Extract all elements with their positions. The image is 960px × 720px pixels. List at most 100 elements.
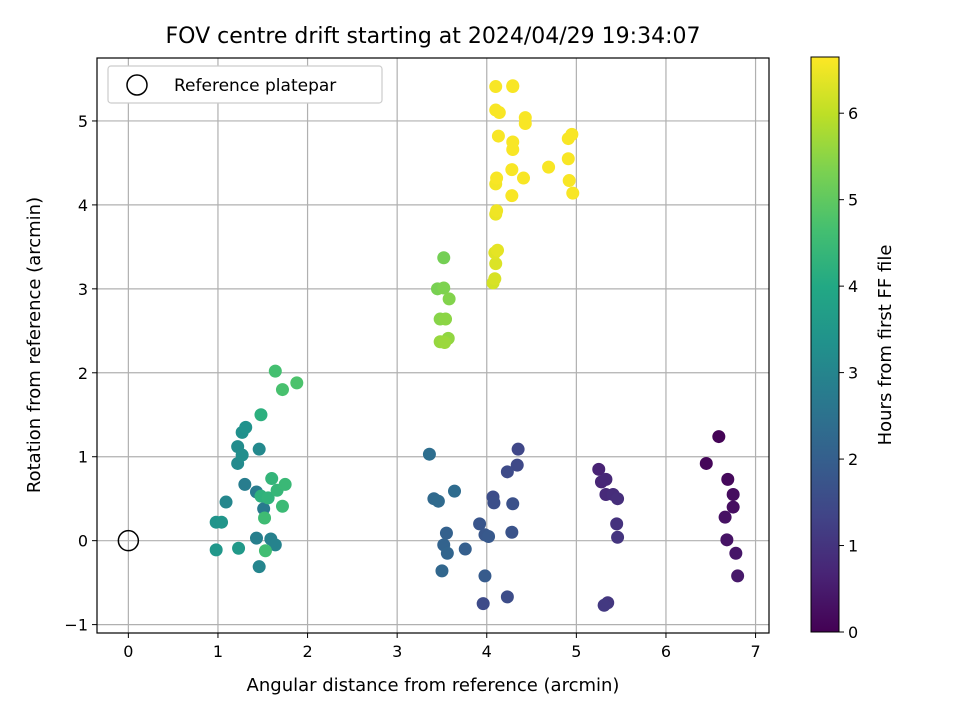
x-tick-label: 7 xyxy=(750,642,760,661)
colorbar-label: Hours from first FF file xyxy=(875,245,896,446)
colorbar-tick-label: 3 xyxy=(848,364,858,383)
data-point xyxy=(611,492,625,506)
y-tick-label: 2 xyxy=(78,364,88,383)
data-point xyxy=(491,129,505,143)
data-point xyxy=(442,292,456,306)
data-point xyxy=(448,484,462,498)
data-point xyxy=(265,472,279,486)
data-point xyxy=(720,533,734,547)
data-point xyxy=(565,127,579,141)
data-point xyxy=(726,500,740,514)
data-point xyxy=(473,517,487,531)
data-point xyxy=(699,456,713,470)
y-tick-label: 0 xyxy=(78,532,88,551)
y-tick-label: 5 xyxy=(78,112,88,131)
data-point xyxy=(278,477,292,491)
data-point xyxy=(718,510,732,524)
data-points xyxy=(209,79,745,612)
reference-platepar-marker xyxy=(117,529,140,552)
data-point xyxy=(268,538,282,552)
x-tick-label: 2 xyxy=(302,642,312,661)
data-point xyxy=(482,529,496,543)
data-point xyxy=(431,494,445,508)
colorbar-tick-label: 1 xyxy=(848,537,858,556)
data-point xyxy=(268,364,282,378)
data-point xyxy=(592,462,606,476)
legend: Reference platepar xyxy=(107,65,383,104)
colorbar-tick-label: 6 xyxy=(848,104,858,123)
data-point xyxy=(712,430,726,444)
x-tick-label: 5 xyxy=(571,642,581,661)
grid-lines xyxy=(97,58,769,633)
data-point xyxy=(290,376,304,390)
data-point xyxy=(500,465,514,479)
data-point xyxy=(209,543,223,557)
data-point xyxy=(505,163,519,177)
data-point xyxy=(492,106,506,120)
y-tick-label: 3 xyxy=(78,280,88,299)
x-axis-ticks: 0 1 2 3 4 5 6 7 xyxy=(123,633,761,661)
colorbar-ticks: 0 1 2 3 4 5 6 xyxy=(839,104,858,642)
data-point xyxy=(505,525,519,539)
data-point xyxy=(438,336,452,350)
y-tick-label: −1 xyxy=(64,616,88,635)
data-point xyxy=(258,511,272,525)
colorbar-tick-label: 5 xyxy=(848,191,858,210)
x-tick-label: 1 xyxy=(213,642,223,661)
legend-reference-marker xyxy=(126,74,148,96)
data-point xyxy=(235,448,249,462)
data-point xyxy=(489,257,503,271)
data-point xyxy=(439,312,453,326)
data-point xyxy=(721,472,735,486)
data-point xyxy=(599,472,613,486)
x-tick-label: 0 xyxy=(123,642,133,661)
colorbar-tick-label: 4 xyxy=(848,277,858,296)
data-point xyxy=(435,564,449,578)
data-point xyxy=(249,531,263,545)
data-point xyxy=(215,515,229,529)
data-point xyxy=(252,560,266,574)
x-tick-label: 3 xyxy=(392,642,402,661)
data-point xyxy=(437,251,451,265)
data-point xyxy=(726,487,740,501)
data-point xyxy=(488,272,502,286)
data-point xyxy=(511,442,525,456)
data-point xyxy=(731,569,745,583)
data-point xyxy=(239,420,253,434)
data-point xyxy=(478,569,492,583)
data-point xyxy=(440,546,454,560)
data-point xyxy=(611,530,625,544)
legend-box xyxy=(107,65,383,104)
y-axis-label: Rotation from reference (arcmin) xyxy=(24,197,45,493)
data-point xyxy=(542,160,556,174)
data-point xyxy=(506,497,520,511)
data-point xyxy=(489,80,503,94)
data-point xyxy=(422,447,436,461)
data-point xyxy=(561,152,575,166)
data-point xyxy=(439,526,453,540)
data-point xyxy=(437,281,451,295)
data-point xyxy=(238,477,252,491)
data-point xyxy=(261,491,275,505)
data-point xyxy=(506,80,520,94)
legend-label: Reference platepar xyxy=(174,76,336,96)
data-point xyxy=(505,189,519,203)
data-point xyxy=(518,111,532,125)
data-point xyxy=(516,171,530,185)
x-axis-label: Angular distance from reference (arcmin) xyxy=(247,675,620,696)
data-point xyxy=(476,597,490,611)
data-point xyxy=(258,544,272,558)
data-point xyxy=(491,243,505,257)
y-tick-label: 1 xyxy=(78,448,88,467)
data-point xyxy=(500,590,514,604)
data-point xyxy=(232,541,246,555)
data-point xyxy=(566,186,580,200)
data-point xyxy=(610,517,624,531)
data-point xyxy=(510,458,524,472)
chart-title: FOV centre drift starting at 2024/04/29 … xyxy=(166,24,701,49)
data-point xyxy=(275,499,289,513)
colorbar-gradient xyxy=(810,56,840,633)
data-point xyxy=(275,383,289,397)
colorbar-tick-label: 2 xyxy=(848,450,858,469)
